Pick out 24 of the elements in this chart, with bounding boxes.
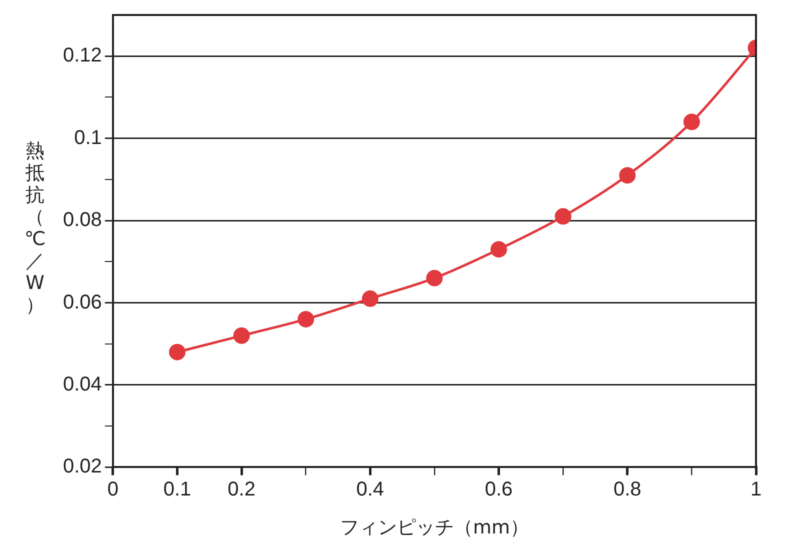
point xyxy=(490,241,508,258)
point xyxy=(298,310,314,328)
y-tick-label: 0.02 xyxy=(62,456,102,478)
x-tick-label: 0.4 xyxy=(356,478,384,501)
y-tick-label: 0.08 xyxy=(62,209,102,232)
point xyxy=(619,167,636,184)
x-tick-label: 0.1 xyxy=(163,478,192,501)
x-tick-label: 0.2 xyxy=(228,478,256,501)
point xyxy=(554,208,572,225)
point xyxy=(168,344,186,360)
x-tick-label: 0.8 xyxy=(613,478,642,501)
x-tick-label: 0 xyxy=(107,478,118,501)
y-axis-title: 熱抵抗（℃／W） xyxy=(23,140,47,316)
point xyxy=(362,290,378,307)
point xyxy=(426,270,443,286)
y-tick-label: 0.04 xyxy=(62,373,102,396)
y-tick-label: 0.06 xyxy=(62,291,102,314)
y-tick-label: 0.1 xyxy=(74,126,102,149)
y-tick-label: 0.12 xyxy=(62,44,102,67)
x-tick-label: 0.6 xyxy=(484,478,513,501)
x-tick-label: 1 xyxy=(750,478,762,501)
x-axis-title: フィンピッチ（mm） xyxy=(340,516,529,539)
point xyxy=(683,114,700,130)
point xyxy=(233,327,250,344)
